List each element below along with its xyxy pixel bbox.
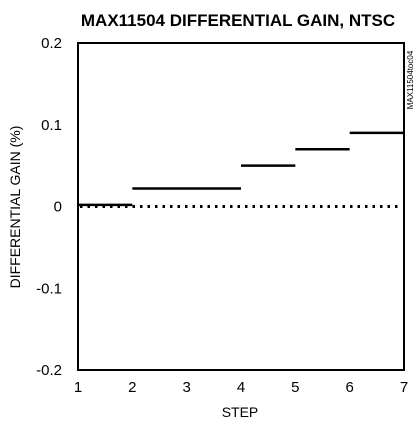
chart-title: MAX11504 DIFFERENTIAL GAIN, NTSC (81, 11, 395, 30)
x-tick-label: 1 (74, 379, 82, 396)
x-tick-label: 3 (182, 379, 190, 396)
y-tick-label: 0 (54, 199, 62, 216)
y-axis-label: DIFFERENTIAL GAIN (%) (7, 126, 23, 289)
y-tick-label: -0.1 (36, 280, 62, 297)
x-axis-label: STEP (222, 404, 259, 420)
plot-frame (77, 42, 405, 371)
chart-id-note: MAX11504toc04 (406, 50, 415, 109)
x-tick-label: 2 (128, 379, 136, 396)
x-tick-label: 6 (345, 379, 353, 396)
y-tick-labels: 0.2 0.1 0 -0.1 -0.2 (36, 35, 62, 379)
x-tick-label: 5 (291, 379, 299, 396)
y-tick-label: 0.1 (41, 117, 62, 134)
x-tick-labels: 1 2 3 4 5 6 7 (74, 379, 408, 396)
x-tick-label: 4 (237, 379, 245, 396)
series-layer (78, 131, 404, 207)
x-tick-label: 7 (400, 379, 408, 396)
y-tick-label: 0.2 (41, 35, 62, 52)
y-tick-label: -0.2 (36, 362, 62, 379)
